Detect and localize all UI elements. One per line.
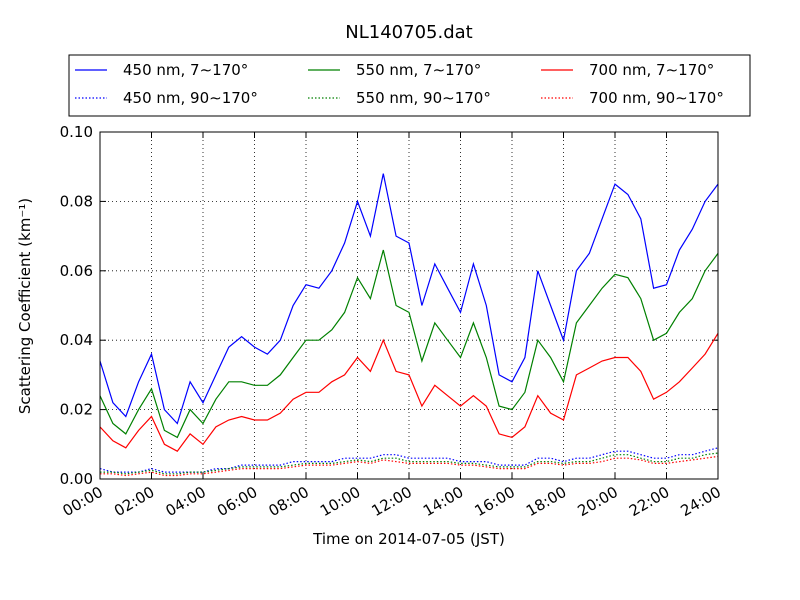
legend-label: 700 nm, 7∼170° [589, 61, 714, 79]
y-tick-label: 0.06 [60, 262, 93, 280]
legend-label: 550 nm, 90∼170° [356, 89, 491, 107]
y-tick-label: 0.04 [60, 331, 93, 349]
series-line [99, 332, 719, 452]
legend-label: 450 nm, 90∼170° [123, 89, 258, 107]
plot-frame [99, 131, 719, 480]
legend-label: 450 nm, 7∼170° [123, 61, 248, 79]
y-tick-label: 0.08 [60, 192, 93, 210]
y-axis-label: Scattering Coefficient (km⁻¹) [16, 198, 34, 414]
series-line [100, 455, 719, 477]
series-line [99, 173, 719, 425]
series-line [99, 249, 719, 439]
legend-box [68, 54, 751, 117]
chart-title: NL140705.dat [345, 22, 472, 43]
x-axis-label: Time on 2014-07-05 (JST) [312, 530, 505, 548]
y-tick-label: 0.10 [60, 123, 93, 141]
legend-label: 700 nm, 90∼170° [589, 89, 724, 107]
series-line [100, 452, 719, 475]
legend-label: 550 nm, 7∼170° [356, 61, 481, 79]
y-tick-label: 0.02 [60, 401, 93, 419]
y-tick-label: 0.00 [60, 470, 93, 488]
